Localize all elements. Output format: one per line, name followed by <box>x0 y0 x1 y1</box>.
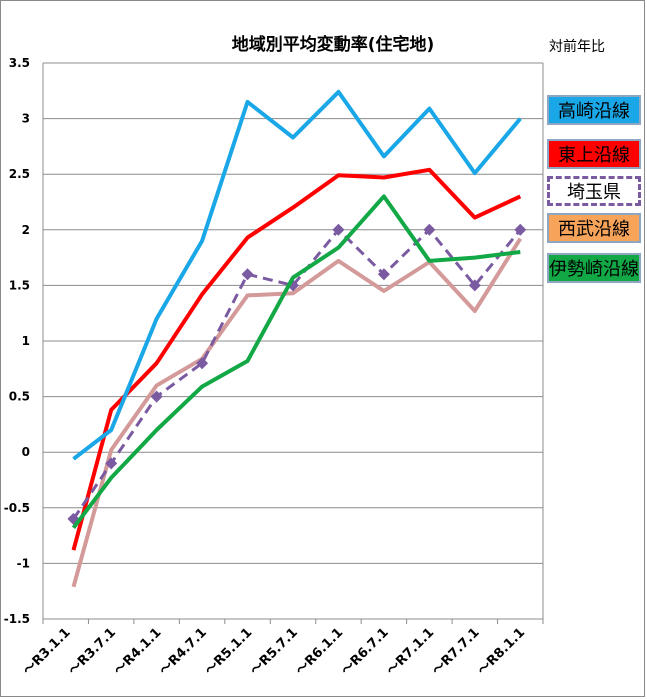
x-tick-label: ～R8.1.1 <box>475 625 528 678</box>
x-tick-label: ～R4.1.1 <box>111 625 164 678</box>
series-line <box>71 194 521 530</box>
series-line <box>72 89 522 461</box>
y-tick-label: 0 <box>22 445 30 459</box>
data-point-marker <box>514 223 527 236</box>
data-point-marker <box>468 279 481 292</box>
x-tick-label: ～R7.1.1 <box>384 625 437 678</box>
data-point-marker <box>423 223 436 236</box>
legend-item: 東上沿線 <box>547 139 641 169</box>
chart-title: 地域別平均変動率(住宅地) <box>232 34 435 55</box>
y-tick-label: 2 <box>22 223 30 237</box>
data-point-marker <box>150 390 163 403</box>
data-point-marker <box>332 223 345 236</box>
legend-item: 西武沿線 <box>547 213 641 243</box>
x-tick-label: ～R5.1.1 <box>202 625 255 678</box>
x-tick-label: ～R4.7.1 <box>157 625 210 678</box>
y-tick-label: 1.5 <box>9 278 30 292</box>
y-tick-label: 2.5 <box>9 167 30 181</box>
x-tick-label: ～R3.1.1 <box>21 625 74 678</box>
x-tick-label: ～R6.1.1 <box>293 625 346 678</box>
y-tick-label: -0.5 <box>4 501 30 515</box>
data-point-marker <box>241 268 254 281</box>
y-tick-label: 3 <box>22 112 30 126</box>
data-point-marker <box>196 357 209 370</box>
y-tick-label: -1 <box>17 556 30 570</box>
data-point-marker <box>105 457 118 470</box>
unit-note: 対前年比 <box>549 38 605 55</box>
series-line <box>72 228 522 520</box>
data-point-marker <box>377 268 390 281</box>
y-tick-label: 1 <box>22 334 30 348</box>
y-tick-label: 3.5 <box>9 56 30 70</box>
x-tick-label: ～R5.7.1 <box>248 625 301 678</box>
legend-item: 埼玉県 <box>547 176 641 206</box>
series-line <box>71 237 522 588</box>
y-tick-label: 0.5 <box>9 390 30 404</box>
x-tick-label: ～R3.7.1 <box>66 625 119 678</box>
series-line <box>71 167 522 551</box>
y-tick-label: -1.5 <box>4 612 30 626</box>
x-tick-label: ～R6.7.1 <box>339 625 392 678</box>
legend-item: 高崎沿線 <box>547 95 641 125</box>
legend-item: 伊勢崎沿線 <box>547 253 641 283</box>
x-tick-label: ～R7.7.1 <box>430 625 483 678</box>
